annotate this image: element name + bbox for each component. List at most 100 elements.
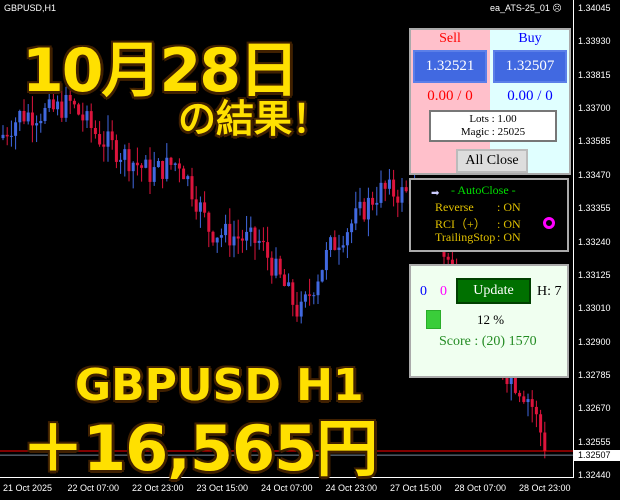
count-blue: 0 — [420, 284, 427, 299]
autoclose-row: Reverse: ON — [435, 200, 521, 214]
candle-body — [366, 197, 370, 220]
price-tick: 1.33355 — [578, 203, 611, 214]
candle-body — [9, 135, 13, 137]
time-tick: 24 Oct 23:00 — [325, 483, 378, 493]
status-ring-icon — [543, 217, 555, 229]
overlay-date: 10月28日 — [22, 36, 299, 106]
time-tick: 28 Oct 07:00 — [454, 483, 507, 493]
candle-body — [135, 162, 139, 166]
candle-body — [245, 231, 249, 241]
price-tick: 1.33125 — [578, 269, 611, 280]
candle-body — [232, 236, 236, 246]
candle-body — [539, 414, 543, 433]
all-close-button[interactable]: All Close — [456, 149, 528, 173]
price-tick: 1.33240 — [578, 236, 611, 247]
candle-body — [194, 199, 198, 212]
candle-body — [350, 223, 354, 233]
candle-body — [509, 376, 513, 385]
candle-body — [68, 94, 72, 101]
candle-body — [173, 163, 177, 165]
price-tick: 1.33815 — [578, 69, 611, 80]
update-button[interactable]: Update — [456, 278, 531, 304]
sell-button[interactable]: 1.32521 — [413, 50, 487, 83]
arrow-right-icon[interactable]: ➡ — [431, 188, 440, 199]
buy-button[interactable]: 1.32507 — [493, 50, 567, 83]
candle-body — [308, 294, 312, 296]
score-label: Score : (20) 1570 — [439, 334, 537, 349]
candle-body — [211, 231, 215, 243]
candle-body — [383, 182, 387, 189]
sell-pl: 0.00 / 0 — [427, 88, 473, 104]
candle-body — [287, 282, 291, 287]
price-tick: 1.32440 — [578, 470, 611, 480]
candle-body — [358, 201, 362, 209]
autoclose-title: - AutoClose - — [451, 183, 516, 197]
candle-body — [371, 197, 375, 205]
candle-body — [93, 127, 97, 135]
candle-body — [39, 120, 43, 124]
candle-body — [60, 101, 64, 118]
stats-panel: 0 0 Update H: 7 12 % Score : (20) 1570 — [409, 264, 569, 378]
time-tick: 28 Oct 23:00 — [519, 483, 571, 493]
candle-body — [26, 112, 30, 122]
percent-label: 12 % — [477, 312, 505, 327]
candle-body — [329, 237, 333, 251]
candle-body — [215, 237, 219, 243]
candle-body — [51, 99, 55, 110]
candle-body — [35, 123, 39, 126]
candle-body — [228, 223, 232, 246]
candle-body — [392, 179, 396, 197]
candle-body — [387, 179, 391, 189]
candle-body — [5, 134, 9, 137]
candle-body — [182, 168, 186, 180]
candle-body — [148, 159, 152, 182]
candle-body — [152, 167, 156, 182]
price-tick: 1.33930 — [578, 36, 611, 47]
candle-body — [249, 227, 253, 232]
price-tick: 1.32900 — [578, 336, 611, 347]
candle-body — [47, 99, 51, 108]
candle-body — [270, 257, 274, 276]
candle-body — [261, 240, 265, 243]
candle-body — [530, 399, 534, 407]
price-tick: 1.34045 — [578, 3, 611, 13]
autoclose-row: TrailingStop: ON — [435, 230, 521, 244]
time-tick: 27 Oct 15:00 — [390, 483, 442, 493]
candle-body — [257, 240, 261, 243]
candle-body — [161, 161, 165, 179]
candle-body — [156, 161, 160, 168]
time-axis-line — [0, 477, 574, 478]
autoclose-row: RCI（+）: ON — [435, 217, 521, 231]
time-tick: 22 Oct 23:00 — [132, 483, 184, 493]
candle-body — [224, 223, 228, 236]
candle-body — [253, 227, 257, 243]
time-tick: 21 Oct 2025 — [3, 483, 53, 493]
progress-indicator — [426, 310, 441, 329]
candle-body — [102, 144, 106, 147]
candle-body — [505, 374, 509, 385]
candle-body — [274, 258, 278, 276]
trade-panel: Sell Buy 1.32521 1.32507 0.00 / 0 0.00 /… — [409, 28, 571, 175]
candle-body — [333, 237, 337, 250]
overlay-profit: ＋16,565円 — [22, 412, 378, 485]
candle-body — [177, 163, 181, 169]
candle-body — [123, 149, 127, 160]
candle-body — [131, 162, 135, 172]
candle-body — [324, 250, 328, 271]
symbol-label: GBPUSD,H1 — [4, 3, 57, 13]
time-tick: 24 Oct 07:00 — [261, 483, 313, 493]
candle-body — [400, 187, 404, 203]
buy-pl: 0.00 / 0 — [507, 88, 553, 104]
candle-body — [379, 182, 383, 203]
candle-body — [236, 236, 240, 239]
candle-body — [98, 134, 102, 145]
count-magenta: 0 — [440, 284, 447, 299]
candle-body — [404, 187, 408, 192]
candle-body — [375, 202, 379, 205]
candle-body — [312, 295, 316, 297]
price-tick: 1.32785 — [578, 369, 611, 380]
candle-body — [18, 110, 22, 123]
candle-body — [295, 304, 299, 317]
candle-body — [534, 406, 538, 415]
candle-body — [56, 101, 60, 110]
